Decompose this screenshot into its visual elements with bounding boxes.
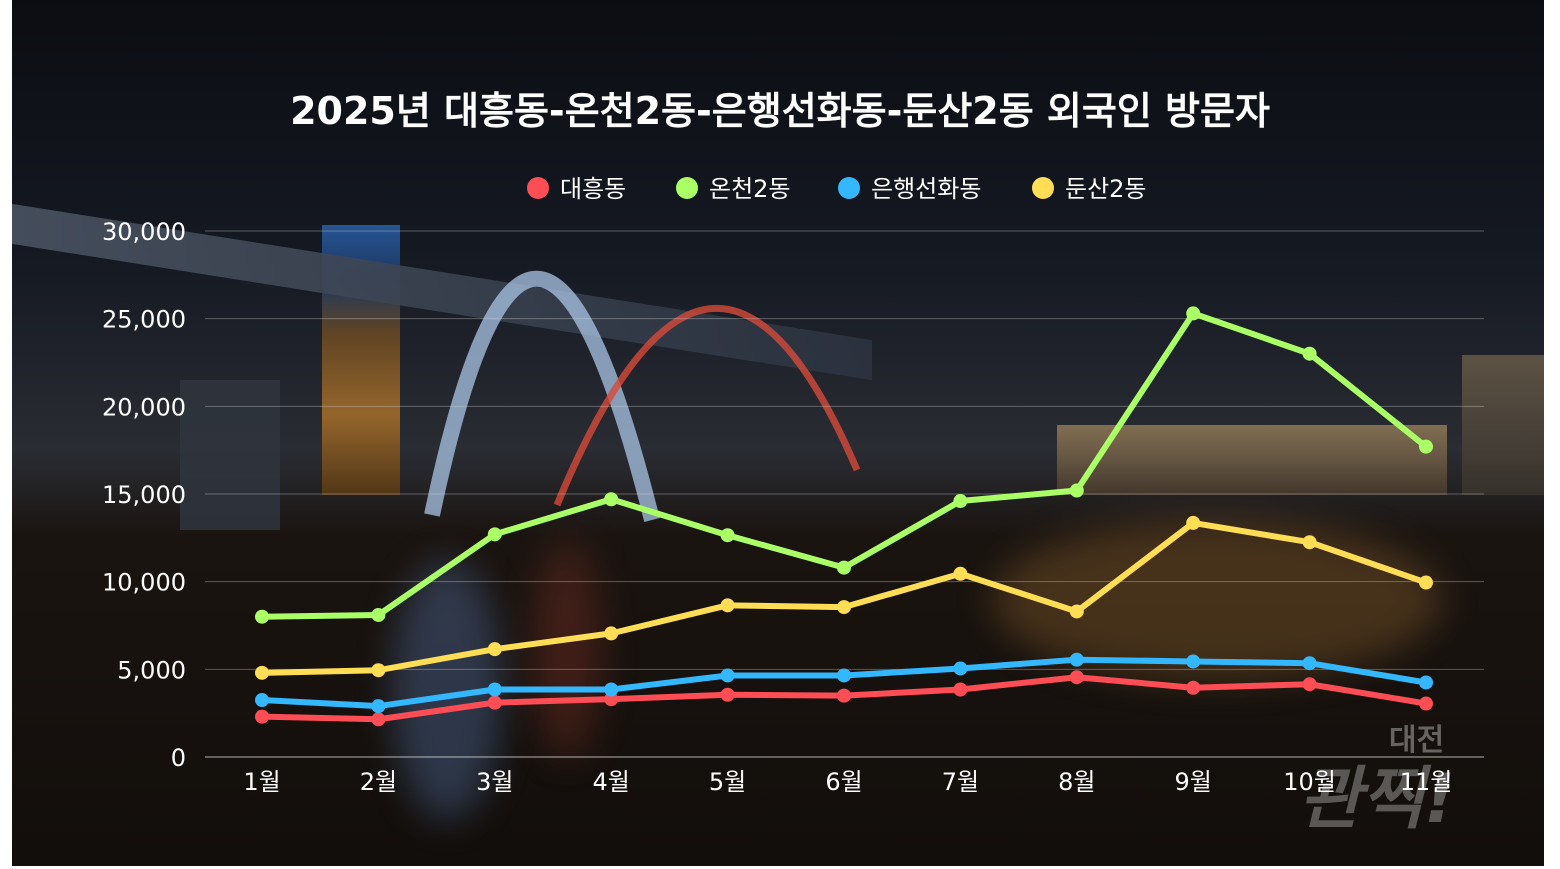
legend-marker (527, 177, 549, 199)
x-tick-label: 7월 (942, 768, 979, 796)
data-point (1302, 677, 1317, 692)
data-point (1186, 680, 1201, 695)
data-point (371, 712, 386, 727)
legend-label: 둔산2동 (1065, 175, 1147, 203)
x-tick-label: 5월 (709, 768, 746, 796)
data-point (255, 709, 269, 724)
x-tick-label: 8월 (1058, 768, 1095, 796)
data-point (837, 668, 851, 683)
white-arch (424, 270, 660, 522)
data-point (371, 699, 386, 714)
legend-item: 온천2동 (676, 175, 791, 203)
data-point (837, 560, 851, 575)
data-point (1069, 604, 1084, 619)
data-point (1069, 483, 1084, 498)
x-tick-label: 6월 (825, 768, 862, 796)
water-reflection-red (532, 540, 602, 760)
chart-title: 2025년 대흥동-온천2동-은행선화동-둔산2동 외국인 방문자 (290, 89, 1270, 133)
data-point (1186, 515, 1201, 530)
x-tick-label: 11월 (1400, 768, 1453, 796)
right-highrise (1462, 355, 1544, 495)
data-point (604, 682, 619, 697)
data-point (1302, 346, 1317, 361)
data-point (604, 692, 619, 707)
data-point (720, 687, 735, 702)
data-point (255, 665, 269, 680)
data-point (953, 566, 968, 581)
red-arch (553, 304, 861, 507)
data-point (487, 695, 502, 710)
data-point (1302, 656, 1317, 671)
y-tick-label: 25,000 (102, 306, 186, 334)
data-point (953, 682, 968, 697)
data-point (1302, 535, 1317, 550)
x-tick-label: 3월 (476, 768, 513, 796)
data-point (604, 626, 619, 641)
data-point (255, 693, 269, 708)
y-tick-label: 5,000 (117, 656, 186, 684)
y-tick-label: 10,000 (102, 569, 186, 597)
legend-marker (838, 177, 860, 199)
data-point (487, 527, 502, 542)
x-tick-label: 2월 (360, 768, 397, 796)
bridge-pillar (180, 380, 280, 530)
data-point (837, 600, 851, 615)
data-point (1186, 306, 1201, 321)
line-chart: 0 5,000 10,000 15,000 20,000 25,000 30,000 1월 2월… (102, 89, 1484, 796)
watermark-top-text: 대전 (1389, 723, 1444, 758)
data-point (953, 494, 968, 509)
data-point (1419, 575, 1433, 590)
legend-marker (676, 177, 698, 199)
data-point (1069, 670, 1084, 685)
convention-center (1057, 425, 1447, 495)
data-point (720, 668, 735, 683)
legend-label: 대흥동 (560, 175, 626, 203)
x-tick-label: 4월 (593, 768, 630, 796)
data-point (953, 661, 968, 676)
data-point (720, 598, 735, 613)
data-point (487, 682, 502, 697)
data-point (371, 663, 386, 678)
data-point (720, 528, 735, 543)
x-tick-label: 10월 (1283, 768, 1336, 796)
series-line (259, 519, 1429, 676)
legend-label: 온천2동 (709, 175, 791, 203)
x-tick-label: 1월 (243, 768, 280, 796)
y-tick-label: 20,000 (102, 393, 186, 421)
data-point (1419, 696, 1433, 711)
daejeon-logo-watermark: 대전 관찍! (1294, 712, 1484, 846)
y-tick-label: 30,000 (102, 218, 186, 246)
legend-item: 대흥동 (527, 175, 626, 203)
data-point (1419, 439, 1433, 454)
chart-background-photo: 0 5,000 10,000 15,000 20,000 25,000 30,000 1월 2월… (12, 0, 1544, 866)
data-point (255, 609, 269, 624)
watermark-main-text: 관찍! (1299, 760, 1455, 839)
data-point (1186, 654, 1201, 669)
y-tick-label: 0 (171, 744, 186, 772)
data-point (1069, 652, 1084, 667)
data-point (1419, 675, 1433, 690)
data-point (604, 492, 619, 507)
legend-item: 둔산2동 (1032, 175, 1147, 203)
legend-item: 은행선화동 (838, 175, 981, 203)
water-reflection-orange (992, 520, 1442, 680)
legend-marker (1032, 177, 1054, 199)
y-tick-label: 15,000 (102, 481, 186, 509)
data-point (837, 688, 851, 703)
x-tick-label: 9월 (1175, 768, 1212, 796)
data-point (487, 642, 502, 657)
legend-label: 은행선화동 (871, 175, 981, 203)
data-point (371, 607, 386, 622)
